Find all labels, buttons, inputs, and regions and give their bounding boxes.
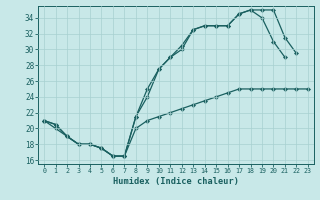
X-axis label: Humidex (Indice chaleur): Humidex (Indice chaleur) [113, 177, 239, 186]
